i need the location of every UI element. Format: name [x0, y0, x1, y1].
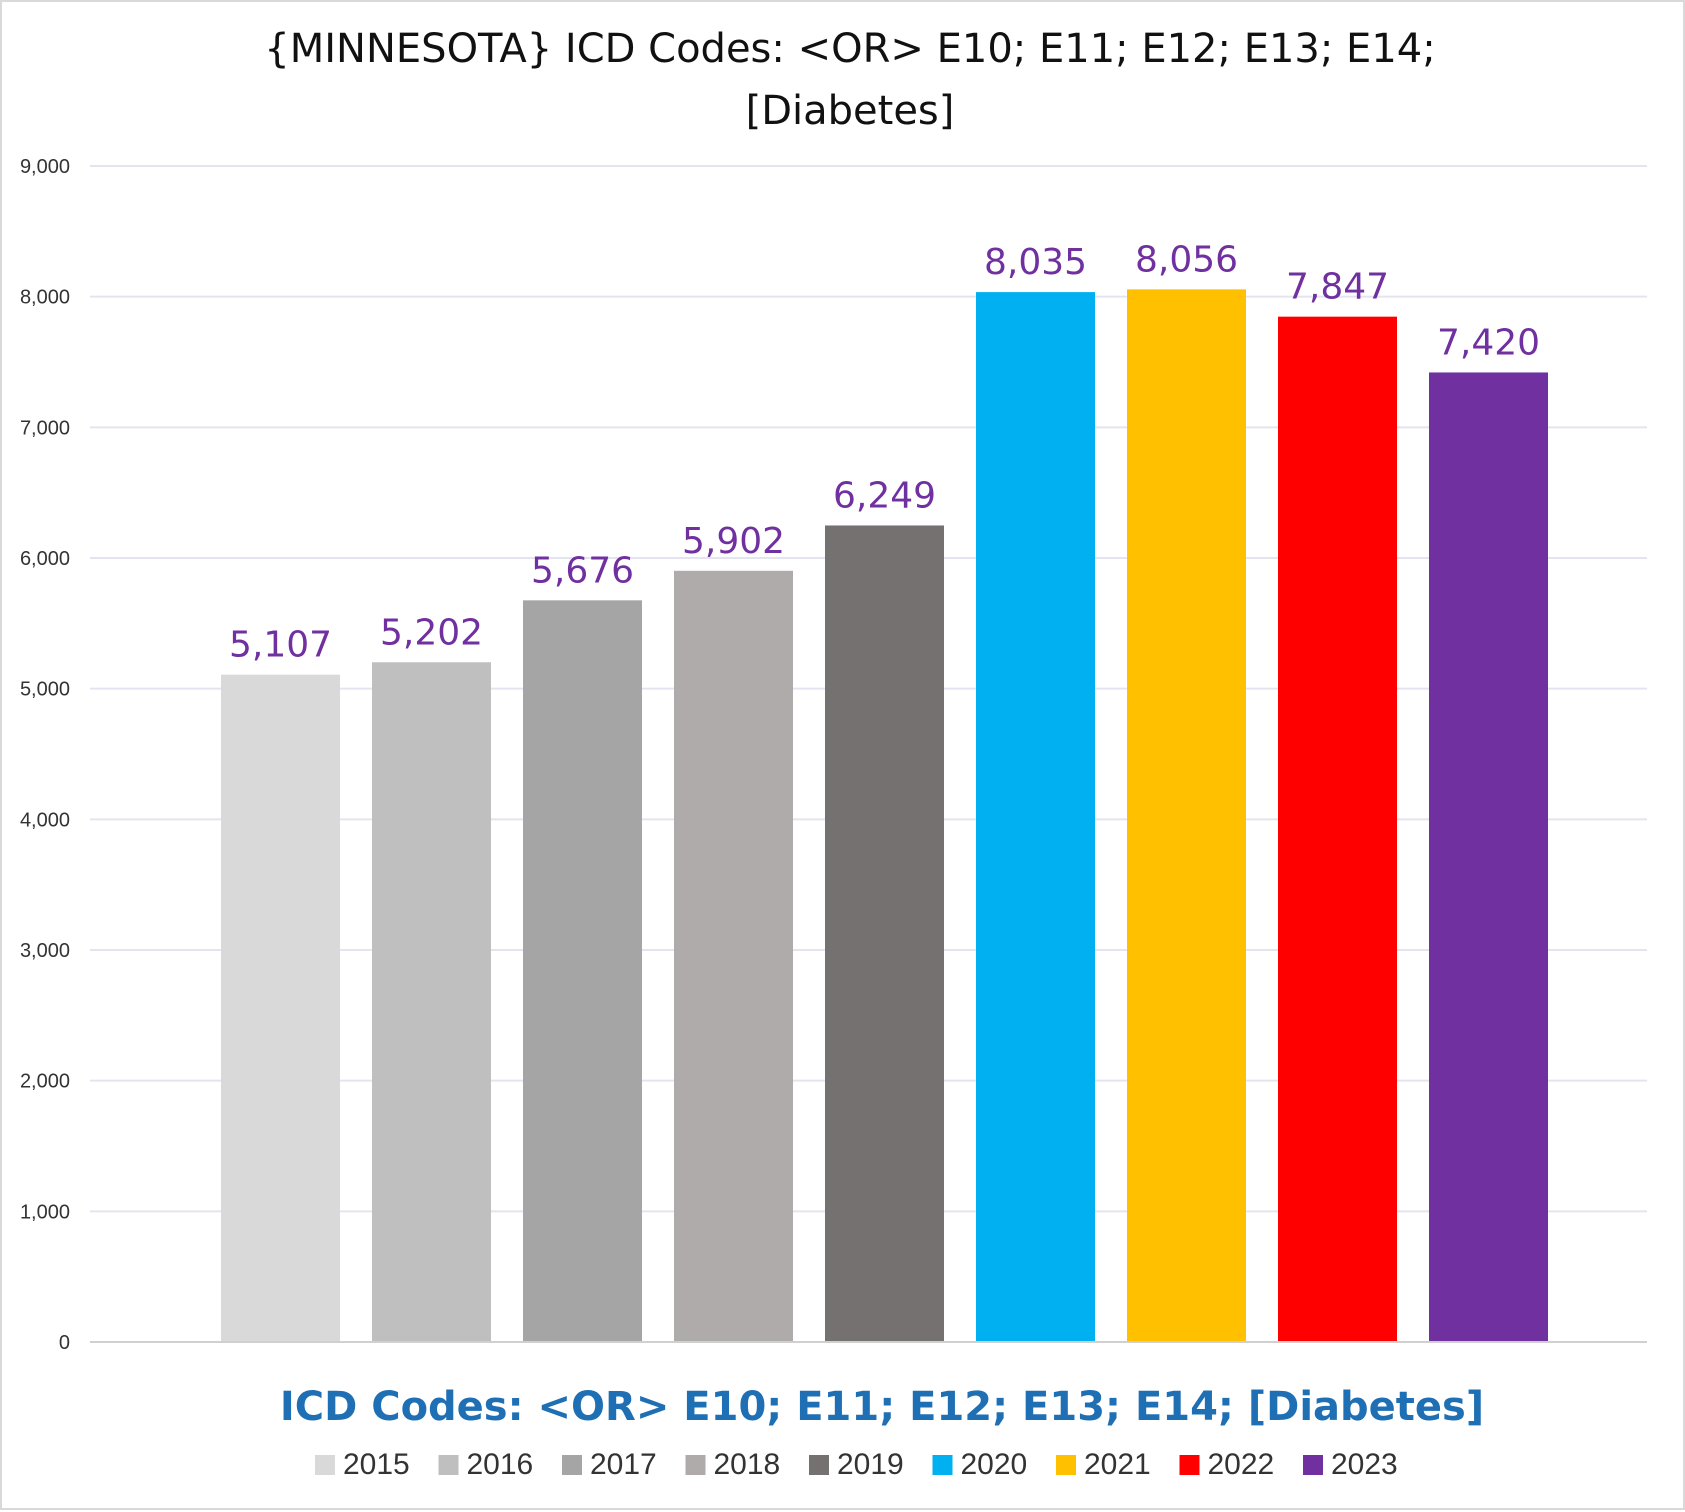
data-label-2018: 5,902 — [682, 521, 785, 562]
bar-2019 — [825, 525, 944, 1342]
data-label-2022: 7,847 — [1286, 267, 1389, 308]
bar-2021 — [1127, 289, 1246, 1342]
y-tick-label: 5,000 — [20, 679, 70, 701]
bar-2015 — [221, 674, 340, 1342]
x-axis-title: ICD Codes: <OR> E10; E11; E12; E13; E14;… — [280, 1384, 1484, 1430]
legend-swatch-2016 — [438, 1455, 459, 1475]
y-tick-label: 8,000 — [20, 287, 70, 309]
data-label-2023: 7,420 — [1437, 322, 1540, 363]
bar-2022 — [1278, 316, 1397, 1342]
legend-swatch-2020 — [932, 1455, 953, 1475]
legend-label-2018: 2018 — [714, 1448, 781, 1481]
legend-label-2019: 2019 — [837, 1448, 904, 1481]
data-labels: 5,107 5,202 5,676 5,902 6,249 8,035 8,056 7,847… — [229, 239, 1540, 665]
bar-2016 — [372, 662, 491, 1342]
y-tick-label: 0 — [59, 1332, 70, 1354]
data-label-2020: 8,035 — [984, 242, 1087, 283]
y-tick-label: 9,000 — [20, 156, 70, 178]
bar-2023 — [1429, 372, 1548, 1342]
legend-swatch-2017 — [562, 1455, 582, 1475]
legend-label-2017: 2017 — [590, 1448, 657, 1481]
data-label-2016: 5,202 — [380, 612, 483, 653]
legend-swatch-2015 — [315, 1455, 335, 1475]
legend-label-2020: 2020 — [961, 1448, 1028, 1481]
y-tick-label: 7,000 — [20, 417, 70, 439]
chart-title: {MINNESOTA} ICD Codes: <OR> E10; E11; E1… — [264, 26, 1435, 134]
y-tick-label: 4,000 — [20, 809, 70, 831]
bar-2017 — [523, 600, 642, 1342]
y-tick-label: 3,000 — [20, 940, 70, 962]
y-tick-label: 1,000 — [20, 1201, 70, 1223]
bar-2018 — [674, 570, 793, 1342]
data-label-2015: 5,107 — [229, 625, 332, 666]
legend-swatch-2019 — [809, 1455, 829, 1475]
y-tick-label: 2,000 — [20, 1071, 70, 1093]
bar-2020 — [976, 292, 1095, 1343]
legend-swatch-2021 — [1056, 1455, 1076, 1475]
legend-label-2021: 2021 — [1084, 1448, 1151, 1481]
legend-swatch-2018 — [685, 1455, 706, 1475]
legend-label-2016: 2016 — [467, 1448, 534, 1481]
legend-swatch-2023 — [1303, 1455, 1323, 1475]
data-label-2019: 6,249 — [833, 475, 936, 516]
legend-label-2015: 2015 — [343, 1448, 410, 1481]
legend-swatch-2022 — [1179, 1455, 1200, 1475]
y-tick-label: 6,000 — [20, 548, 70, 570]
data-label-2017: 5,676 — [531, 550, 634, 591]
chart-title-line-2: [Diabetes] — [746, 88, 955, 134]
data-label-2021: 8,056 — [1135, 239, 1238, 280]
chart-title-line-1: {MINNESOTA} ICD Codes: <OR> E10; E11; E1… — [264, 26, 1435, 72]
y-axis-tick-labels: 0 1,000 2,000 3,000 4,000 5,000 6,000 7,000 8,00… — [20, 156, 70, 1354]
legend: 2015 2016 2017 2018 2019 2020 2021 2022 2023 — [315, 1448, 1398, 1481]
legend-label-2022: 2022 — [1208, 1448, 1275, 1481]
legend-label-2023: 2023 — [1331, 1448, 1398, 1481]
bars — [221, 289, 1548, 1343]
